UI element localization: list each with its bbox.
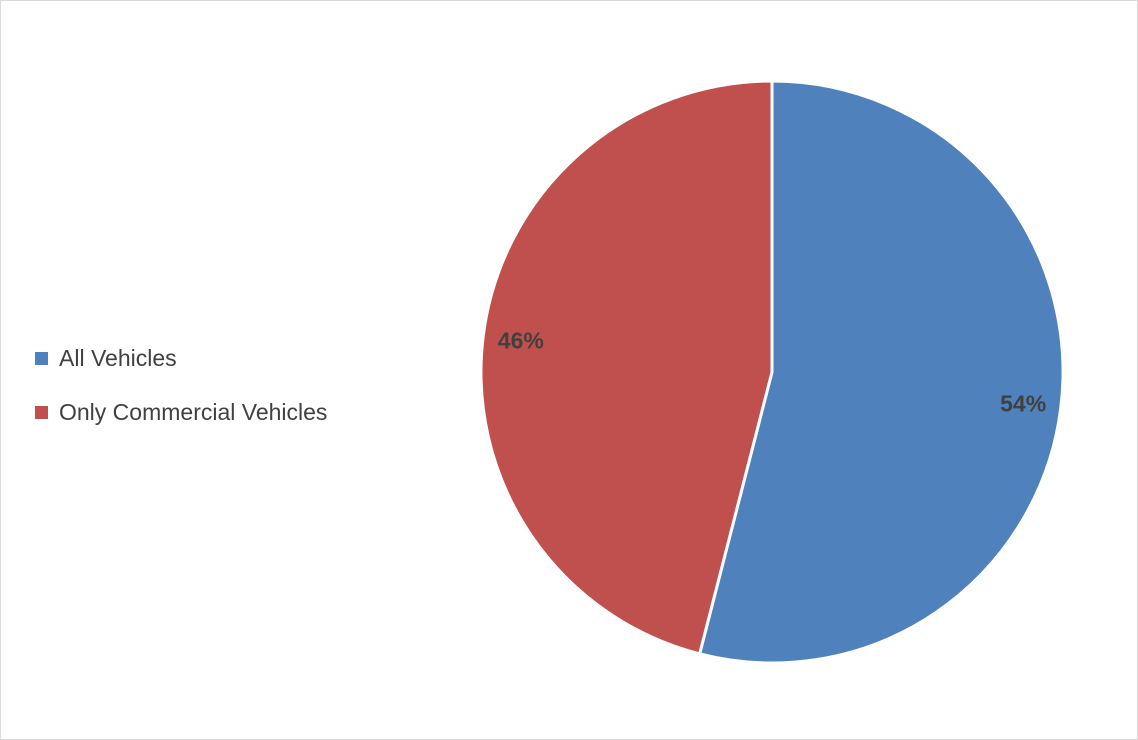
pie-slice-only-commercial-vehicles xyxy=(479,79,774,656)
legend-swatch-only-commercial-vehicles xyxy=(35,405,48,419)
data-label-only-commercial-vehicles: 46% xyxy=(498,327,544,353)
legend-swatch-all-vehicles xyxy=(35,351,48,365)
legend: All Vehicles Only Commercial Vehicles xyxy=(35,331,327,439)
legend-item-all-vehicles: All Vehicles xyxy=(35,331,327,385)
data-label-all-vehicles: 54% xyxy=(1000,391,1046,417)
pie-slice-all-vehicles xyxy=(697,79,1065,665)
legend-item-only-commercial-vehicles: Only Commercial Vehicles xyxy=(35,385,327,439)
legend-label-only-commercial-vehicles: Only Commercial Vehicles xyxy=(59,398,328,425)
legend-label-all-vehicles: All Vehicles xyxy=(59,344,177,371)
